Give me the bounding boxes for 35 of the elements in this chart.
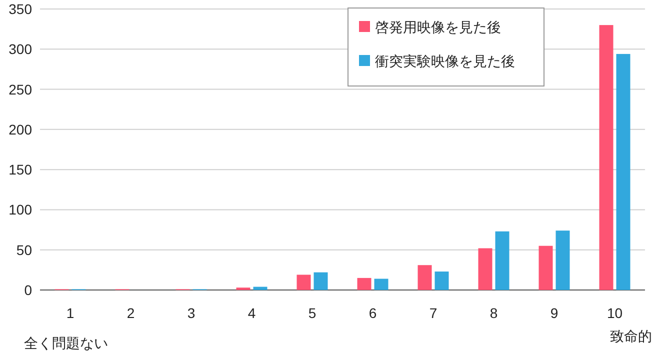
y-tick-label: 0 xyxy=(24,282,32,298)
y-tick-label: 150 xyxy=(8,162,32,178)
y-tick-label: 50 xyxy=(16,242,32,258)
bar xyxy=(253,286,268,290)
x-tick-label: 2 xyxy=(126,305,135,321)
x-tick-label: 9 xyxy=(550,305,558,321)
bar xyxy=(478,248,492,290)
bar xyxy=(616,54,630,290)
y-tick-label: 100 xyxy=(8,202,32,218)
x-tick-label: 8 xyxy=(490,305,498,321)
legend-label: 啓発用映像を見た後 xyxy=(375,19,501,35)
y-tick-label: 350 xyxy=(8,1,32,17)
y-tick-label: 300 xyxy=(8,41,32,58)
y-tick-label: 200 xyxy=(8,121,32,138)
x-tick-label: 10 xyxy=(606,305,623,321)
bar xyxy=(599,25,614,290)
bar xyxy=(556,230,570,290)
x-tick-label: 5 xyxy=(308,305,316,321)
bar xyxy=(374,278,388,290)
bar xyxy=(357,278,372,290)
bar xyxy=(538,246,553,290)
bar xyxy=(314,272,328,290)
x-tick-label: 6 xyxy=(368,305,377,321)
text: 致命的 xyxy=(610,328,652,344)
bar xyxy=(434,272,449,290)
text: 全く問題ない xyxy=(24,335,108,351)
bar xyxy=(296,274,311,290)
x-tick-label: 7 xyxy=(429,305,438,321)
x-tick-label: 1 xyxy=(66,305,74,321)
bar xyxy=(495,231,510,290)
legend-label: 衝突実験映像を見た後 xyxy=(375,53,515,69)
bar xyxy=(418,265,432,290)
y-tick-label: 250 xyxy=(8,81,32,98)
x-tick-label: 3 xyxy=(187,305,196,321)
x-tick-label: 4 xyxy=(248,305,256,321)
